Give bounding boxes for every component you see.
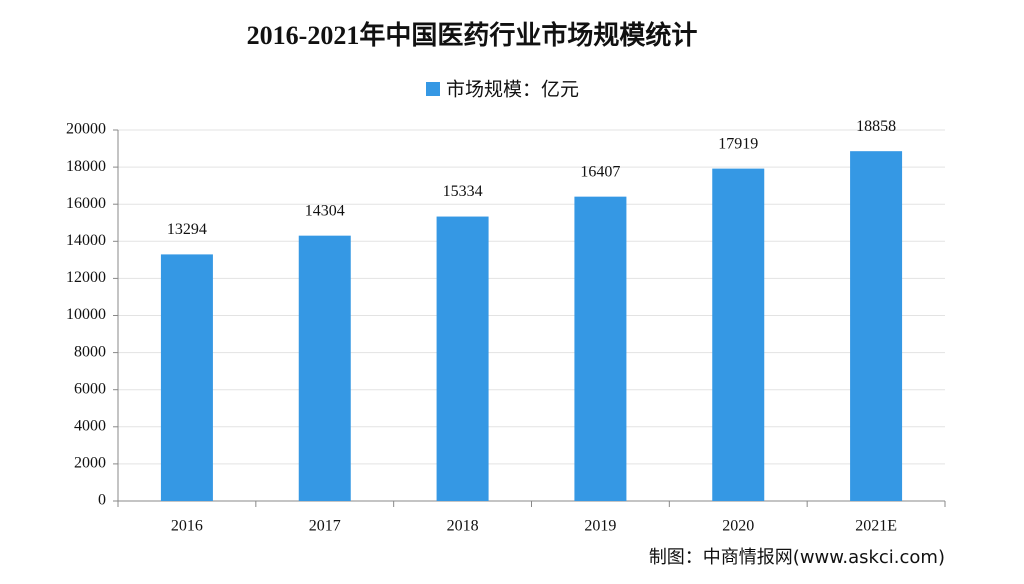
bar <box>160 254 213 501</box>
y-tick-label: 2000 <box>74 455 106 472</box>
y-tick-label: 8000 <box>74 343 106 360</box>
bar <box>574 196 627 501</box>
y-tick-label: 6000 <box>74 380 106 397</box>
legend-label: 市场规模：亿元 <box>446 79 579 101</box>
x-tick-label: 2020 <box>722 518 754 535</box>
bar <box>436 216 489 501</box>
y-tick-label: 20000 <box>66 121 106 138</box>
y-tick-label: 0 <box>98 492 106 509</box>
y-tick-label: 16000 <box>66 195 106 212</box>
y-tick-label: 14000 <box>66 232 106 249</box>
bar <box>712 168 765 502</box>
x-tick-label: 2019 <box>584 518 616 535</box>
source-note: 制图：中商情报网(www.askci.com) <box>649 547 945 568</box>
bar <box>850 151 903 502</box>
data-label: 15334 <box>443 183 483 200</box>
y-tick-label: 12000 <box>66 269 106 286</box>
data-label: 17919 <box>718 135 758 152</box>
legend-swatch <box>426 82 440 96</box>
x-tick-label: 2021E <box>855 518 897 535</box>
x-tick-label: 2017 <box>309 518 341 535</box>
data-label: 14304 <box>305 202 345 219</box>
y-tick-label: 18000 <box>66 158 106 175</box>
x-tick-label: 2018 <box>447 518 479 535</box>
bar <box>298 235 351 501</box>
x-tick-label: 2016 <box>171 518 203 535</box>
y-tick-label: 10000 <box>66 306 106 323</box>
chart-title: 2016-2021年中国医药行业市场规模统计 <box>247 20 698 50</box>
data-label: 16407 <box>580 163 620 180</box>
data-label: 13294 <box>167 221 207 238</box>
y-tick-label: 4000 <box>74 417 106 434</box>
data-label: 18858 <box>856 118 896 135</box>
